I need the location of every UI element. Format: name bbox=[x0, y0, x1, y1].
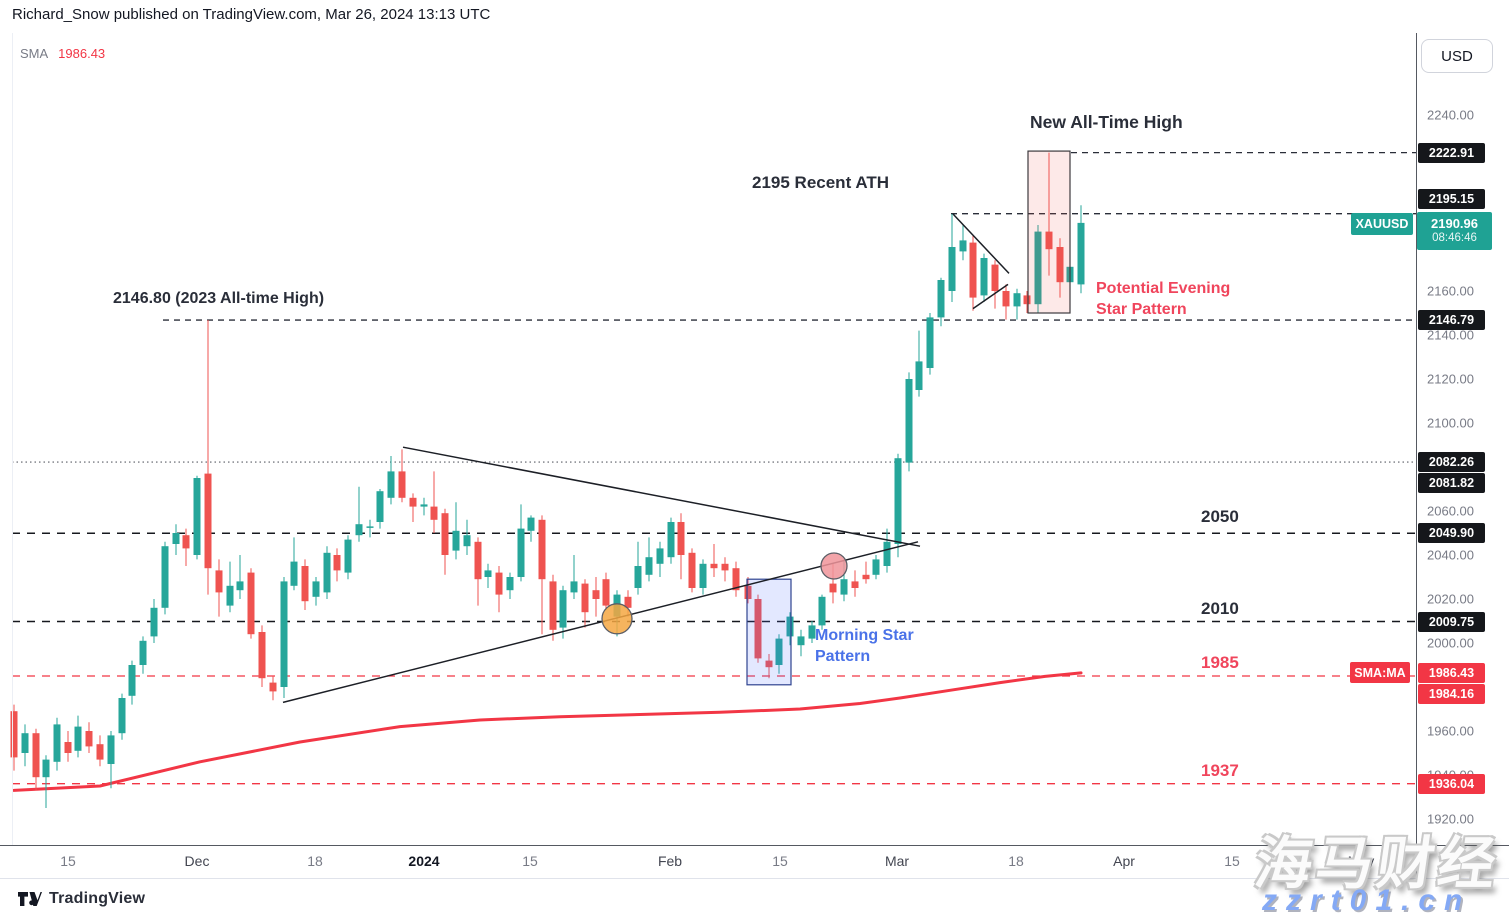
sma-line[interactable] bbox=[12, 671, 1083, 792]
price-tick-2020.00: 2020.00 bbox=[1427, 591, 1474, 607]
annotation-recent-ath[interactable]: 2195 Recent ATH bbox=[752, 173, 889, 192]
price-badge-1936.04: 1936.04 bbox=[1418, 773, 1485, 794]
time-label-2024: 2024 bbox=[408, 853, 440, 869]
triangle-upper-line[interactable] bbox=[402, 446, 921, 547]
annotation-new-ath[interactable]: New All-Time High bbox=[1030, 112, 1183, 132]
sma-ma-label: SMA:MA bbox=[1350, 662, 1410, 683]
currency-button[interactable]: USD bbox=[1421, 39, 1493, 73]
price-tick-2240.00: 2240.00 bbox=[1427, 107, 1474, 123]
current-price-badge: 2190.96 08:46:46 bbox=[1417, 212, 1492, 250]
evening-star-box[interactable] bbox=[1027, 150, 1071, 314]
price-tick-2140.00: 2140.00 bbox=[1427, 327, 1474, 343]
indicator-legend[interactable]: SMA 1986.43 bbox=[20, 46, 105, 61]
price-tick-2040.00: 2040.00 bbox=[1427, 547, 1474, 563]
price-tick-2120.00: 2120.00 bbox=[1427, 371, 1474, 387]
time-label-15: 15 bbox=[1224, 853, 1240, 869]
annotation-evening-star[interactable]: Potential Evening Star Pattern bbox=[1096, 280, 1231, 318]
annotation-level-1937[interactable]: 1937 bbox=[1201, 761, 1239, 780]
footer-separator bbox=[0, 878, 1509, 879]
annotation-level-2010[interactable]: 2010 bbox=[1201, 599, 1239, 618]
time-axis-separator bbox=[0, 845, 1509, 846]
price-badge-2195.15: 2195.15 bbox=[1418, 189, 1485, 209]
tradingview-logo-text: TradingView bbox=[49, 890, 146, 907]
tradingview-logo-icon bbox=[18, 892, 42, 906]
candles[interactable] bbox=[10, 152, 1085, 808]
indicator-name: SMA bbox=[20, 46, 49, 61]
time-label-15: 15 bbox=[522, 853, 538, 869]
price-badge-2082.26: 2082.26 bbox=[1418, 452, 1485, 473]
symbol-price-label: XAUUSD bbox=[1351, 213, 1413, 235]
price-axis-separator bbox=[1416, 33, 1417, 878]
watermark-url: zzrt01.cn bbox=[1262, 884, 1472, 917]
price-tick-2000.00: 2000.00 bbox=[1427, 635, 1474, 651]
annotation-2023-ath[interactable]: 2146.80 (2023 All-time High) bbox=[113, 290, 325, 307]
time-label-15: 15 bbox=[60, 853, 76, 869]
annotation-morning-star[interactable]: Morning Star Pattern bbox=[815, 627, 914, 665]
trendline-retest-circle[interactable] bbox=[820, 552, 848, 580]
wedge-lower-line[interactable] bbox=[972, 283, 1009, 310]
price-badge-2081.82: 2081.82 bbox=[1418, 473, 1485, 493]
price-badge-2009.75: 2009.75 bbox=[1418, 611, 1485, 632]
page-title: Richard_Snow published on TradingView.co… bbox=[12, 6, 491, 23]
price-tick-2160.00: 2160.00 bbox=[1427, 283, 1474, 299]
time-label-Mar: Mar bbox=[884, 853, 910, 869]
annotation-level-1985[interactable]: 1985 bbox=[1201, 653, 1239, 672]
price-tick-1920.00: 1920.00 bbox=[1427, 811, 1474, 827]
time-label-18: 18 bbox=[307, 853, 323, 869]
morning-star-box[interactable] bbox=[746, 578, 792, 686]
tradingview-logo-link[interactable]: TradingView bbox=[18, 890, 145, 908]
annotation-level-2050[interactable]: 2050 bbox=[1201, 507, 1239, 526]
time-label-18: 18 bbox=[1008, 853, 1024, 869]
horizontal-level-lines[interactable] bbox=[12, 151, 1416, 785]
current-price: 2190.96 bbox=[1431, 216, 1478, 231]
price-tick-2100.00: 2100.00 bbox=[1427, 415, 1474, 431]
plot-left-border bbox=[12, 33, 13, 845]
price-badge-2049.90: 2049.90 bbox=[1418, 523, 1485, 544]
time-label-Apr: Apr bbox=[1113, 853, 1135, 869]
price-badge-2222.91: 2222.91 bbox=[1418, 142, 1485, 163]
price-badge-1984.16: 1984.16 bbox=[1418, 684, 1485, 704]
wedge-upper-line[interactable] bbox=[952, 213, 1010, 274]
time-axis[interactable]: 15 Dec 18 2024 15 Feb 15 Mar 18 Apr 15 May bbox=[0, 846, 1416, 878]
price-badge-1986.43: 1986.43 bbox=[1418, 662, 1485, 683]
time-label-Feb: Feb bbox=[657, 853, 683, 869]
price-chart-canvas[interactable] bbox=[0, 0, 1416, 845]
time-label-Dec: Dec bbox=[184, 853, 210, 869]
price-badge-2146.79: 2146.79 bbox=[1418, 310, 1485, 331]
price-tick-2060.00: 2060.00 bbox=[1427, 503, 1474, 519]
price-axis[interactable]: USD bbox=[1416, 33, 1509, 845]
time-label-15: 15 bbox=[772, 853, 788, 869]
price-tick-1960.00: 1960.00 bbox=[1427, 723, 1474, 739]
triangle-lower-line[interactable] bbox=[282, 541, 919, 704]
bar-countdown: 08:46:46 bbox=[1432, 232, 1477, 244]
indicator-value: 1986.43 bbox=[58, 46, 106, 61]
trendline-touch-circle[interactable] bbox=[601, 603, 633, 635]
time-label-May: May bbox=[1347, 853, 1375, 869]
